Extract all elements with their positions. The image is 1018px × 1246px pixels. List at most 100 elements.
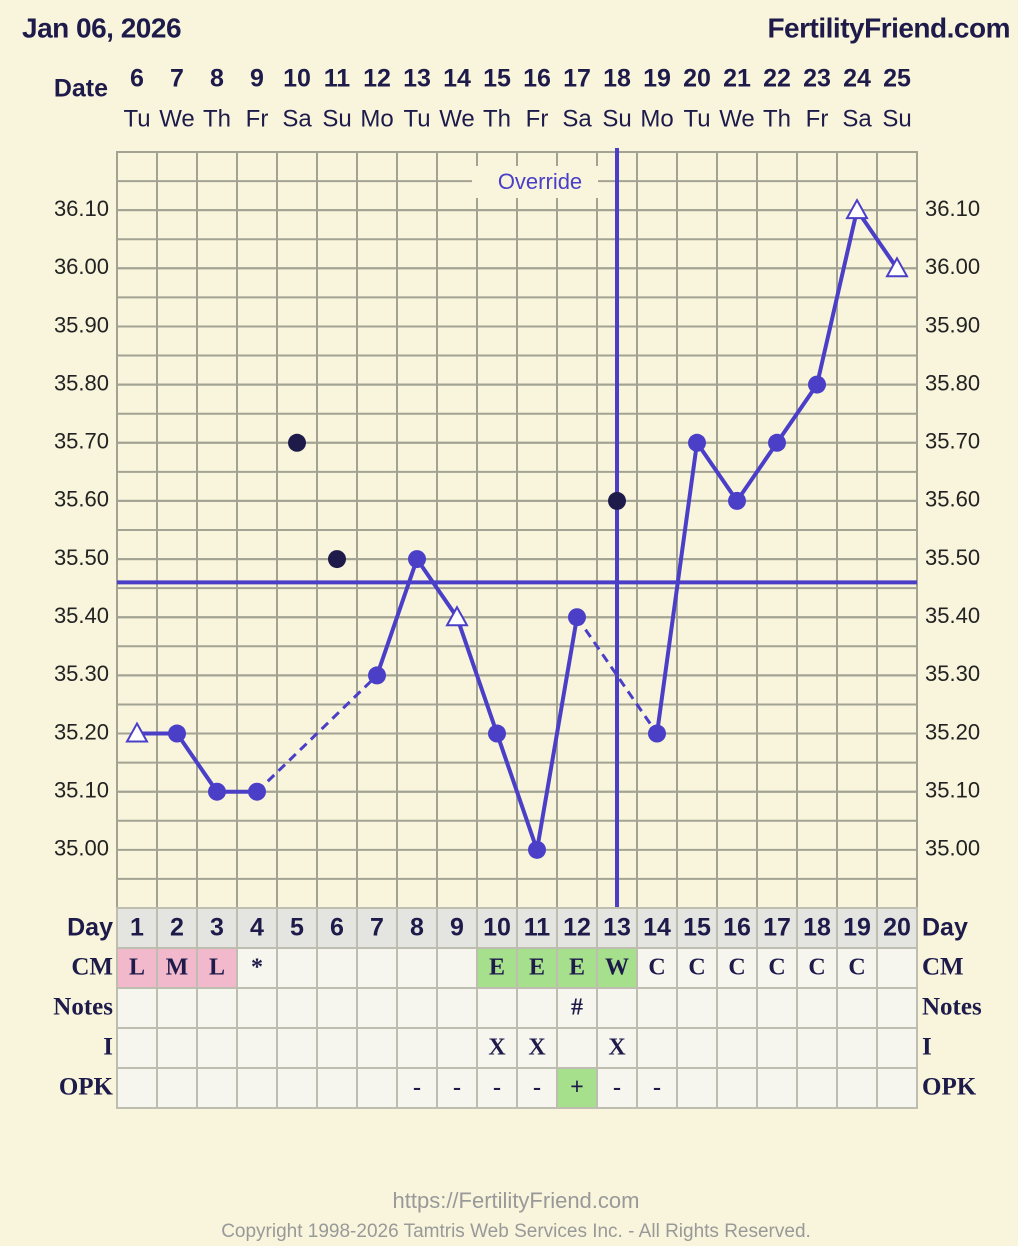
y-tick-label-right: 35.70 [925,429,980,454]
table-cell [876,907,918,949]
table-cell [796,907,838,949]
table-cell [276,987,318,1029]
date-number: 12 [363,65,391,93]
cell-text: C [648,955,665,981]
weekday: We [159,105,195,132]
temp-line [375,558,419,677]
y-tick-label-right: 35.80 [925,370,980,395]
row-label: Day [67,914,113,942]
y-tick-label: 35.90 [54,312,109,337]
table-cell [236,987,278,1029]
weekday: Th [483,105,511,132]
cell-text: C [808,955,825,981]
temp-marker [688,433,706,452]
table-cell [796,1027,838,1069]
table-cell [796,947,838,989]
date-number: 20 [683,65,711,93]
cell-text: C [848,955,865,981]
y-tick-label: 35.10 [54,778,109,803]
day-number: 15 [683,914,711,942]
temp-line [775,383,819,444]
table-cell [476,1027,518,1069]
y-tick-label: 35.20 [54,719,109,744]
date-number: 8 [210,65,224,93]
cell-text: E [569,955,585,981]
temp-marker-open [125,721,149,743]
date-number: 25 [883,65,911,93]
cell-text: + [570,1075,584,1101]
table-cell [716,987,758,1029]
day-number: 19 [843,914,871,942]
date-number: 15 [483,65,511,93]
table-cell [316,987,358,1029]
temp-line [735,441,779,503]
date-number: 22 [763,65,791,93]
weekday: Mo [360,105,393,132]
cell-text: - [493,1075,501,1101]
table-cell [836,987,878,1029]
cell-text: * [251,955,263,981]
temp-line [175,732,219,793]
y-tick-label-right: 36.00 [925,254,980,279]
y-tick-label-right: 35.60 [925,487,980,512]
day-number: 8 [410,914,424,942]
cell-text: - [533,1075,541,1101]
cell-text: C [688,955,705,981]
day-number: 7 [370,914,384,942]
temp-line [535,616,579,851]
day-number: 9 [450,914,464,942]
temp-marker [808,375,826,394]
row-label: Notes [53,994,113,1021]
weekday: Tu [403,105,430,132]
day-number: 4 [250,914,264,942]
cell-text: C [768,955,785,981]
row-label: OPK [59,1074,114,1101]
temp-marker-open [445,605,469,627]
table-cell [836,947,878,989]
table-cell [116,1027,158,1069]
date-number: 13 [403,65,431,93]
weekday: Th [763,105,791,132]
table-cell [876,987,918,1029]
table-cell [756,1027,798,1069]
y-tick-label-right: 35.10 [925,778,980,803]
table-cell [356,1067,398,1109]
y-tick-label-right: 35.50 [925,545,980,570]
table-cell [516,1027,558,1069]
override-label-bg [472,166,598,198]
cell-text: W [605,955,629,981]
table-cell [116,907,158,949]
temp-marker [488,724,506,743]
table-cell [356,947,398,989]
cell-text: E [529,955,545,981]
y-tick-label: 35.70 [54,429,109,454]
connector-dashed [255,674,379,793]
table-cell [156,1027,198,1069]
table-cell [436,1067,478,1109]
day-number: 20 [883,914,911,942]
y-tick-label: 35.40 [54,603,109,628]
table-cell [836,1067,878,1109]
day-number: 3 [210,914,224,942]
table-cell [196,1027,238,1069]
table-cell [596,1067,638,1109]
weekday: Th [203,105,231,132]
temp-marker [728,491,746,510]
date-number: 9 [250,65,264,93]
table-cell [356,987,398,1029]
weekday: Su [882,105,911,132]
temp-line [495,732,539,851]
weekday: Sa [282,105,312,132]
y-tick-label-right: 36.10 [925,196,980,221]
temp-marker-open [885,256,909,278]
footer-url: https://FertilityFriend.com [393,1188,640,1213]
day-number: 13 [603,914,631,942]
table-cell [756,987,798,1029]
day-number: 5 [290,914,304,942]
day-number: 2 [170,914,184,942]
table-cell [196,987,238,1029]
date-number: 7 [170,65,184,93]
temp-marker-open [845,198,869,220]
cell-text: C [728,955,745,981]
date-label: Date [54,75,108,103]
